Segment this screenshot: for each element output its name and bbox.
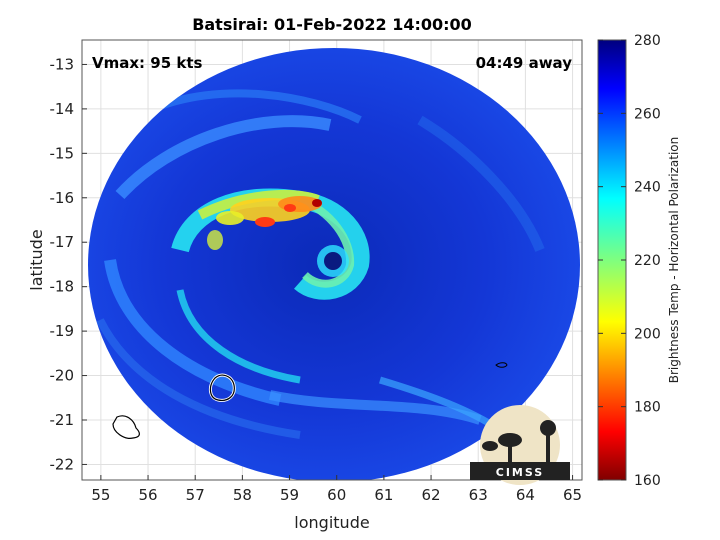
island-rodrigues (495, 362, 508, 368)
time-away-annotation: 04:49 away (476, 54, 573, 72)
colorbar-tick-label: 220 (634, 253, 661, 269)
svg-text:CIMSS: CIMSS (496, 466, 544, 479)
island-madagascar-coast (112, 415, 140, 439)
colorbar-tick-label: 180 (634, 400, 661, 416)
x-tick-label: 58 (233, 486, 252, 504)
x-tick-label: 56 (138, 486, 157, 504)
colorbar-label: Brightness Temp - Horizontal Polarizatio… (667, 137, 681, 384)
y-tick-label: -15 (50, 144, 75, 162)
y-tick-label: -18 (50, 278, 75, 296)
y-tick-label: -16 (50, 189, 75, 207)
x-tick-label: 64 (516, 486, 535, 504)
y-tick-label: -17 (50, 233, 75, 251)
colorbar-tick-label: 160 (634, 473, 661, 489)
x-tick-label: 60 (327, 486, 346, 504)
y-tick-label: -20 (50, 367, 75, 385)
x-axis: 55 56 57 58 59 60 61 62 63 64 65 (91, 475, 582, 504)
x-tick-label: 62 (422, 486, 441, 504)
y-tick-label: -13 (50, 55, 75, 73)
y-axis: -13 -14 -15 -16 -17 -18 -19 -20 -21 -22 (50, 55, 87, 473)
y-tick-label: -14 (50, 100, 75, 118)
x-tick-label: 59 (280, 486, 299, 504)
vmax-annotation: Vmax: 95 kts (92, 54, 202, 72)
x-tick-label: 57 (186, 486, 205, 504)
colorbar-tick-label: 260 (634, 106, 661, 122)
y-tick-label: -21 (50, 411, 75, 429)
x-tick-label: 65 (563, 486, 582, 504)
cimss-logo: CIMSS (470, 405, 570, 485)
x-tick-label: 55 (91, 486, 110, 504)
colorbar-tick-label: 240 (634, 180, 661, 196)
colorbar-tick-label: 200 (634, 326, 661, 342)
x-tick-label: 63 (469, 486, 488, 504)
y-tick-label: -19 (50, 322, 75, 340)
y-tick-label: -22 (50, 455, 75, 473)
x-tick-label: 61 (374, 486, 393, 504)
y-axis-label: latitude (27, 229, 46, 290)
colorbar-ticks: 280 260 240 220 200 180 160 (598, 33, 661, 489)
colorbar-tick-label: 280 (634, 33, 661, 49)
satellite-swath (88, 48, 580, 480)
x-axis-label: longitude (294, 513, 369, 532)
rainbands (96, 89, 545, 439)
chart-title: Batsirai: 01-Feb-2022 14:00:00 (192, 15, 472, 34)
